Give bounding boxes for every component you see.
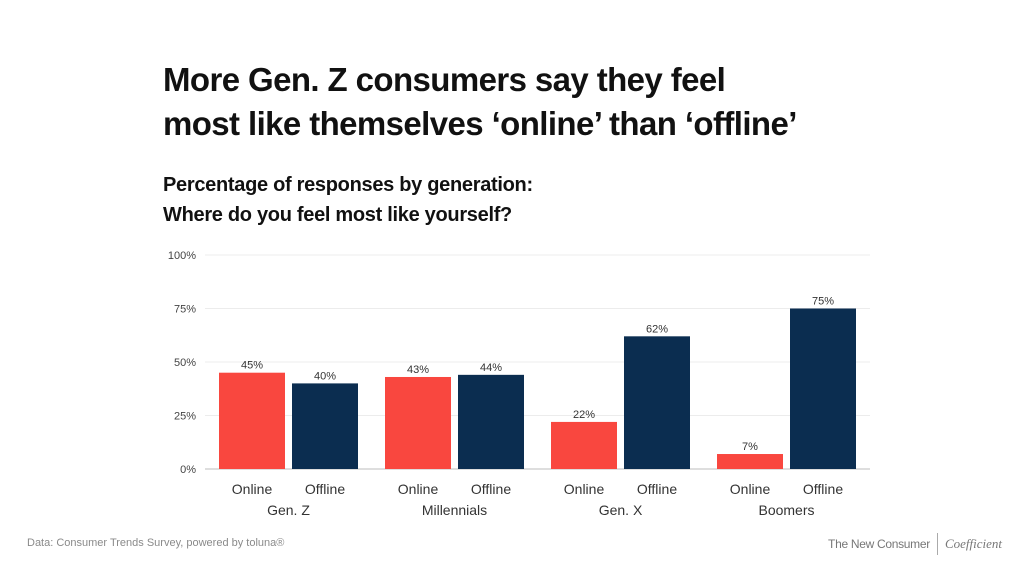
y-tick-label: 0% xyxy=(180,464,196,476)
data-label: 40% xyxy=(314,370,336,382)
x-category-label: Gen. X xyxy=(599,502,643,518)
bar-offline xyxy=(790,308,856,469)
data-label: 43% xyxy=(407,364,429,376)
bar-online xyxy=(717,454,783,469)
data-label: 75% xyxy=(812,296,834,308)
subtitle-line-2: Where do you feel most like yourself? xyxy=(163,204,512,226)
subtitle-line-1: Percentage of responses by generation: xyxy=(163,174,533,196)
x-category-label: Boomers xyxy=(758,502,814,518)
title-line-1: More Gen. Z consumers say they feel xyxy=(163,61,726,98)
bar-offline xyxy=(458,374,524,469)
data-label: 45% xyxy=(241,360,263,372)
bar-online xyxy=(385,376,451,469)
coefficient-logo: Coefficient xyxy=(944,536,1002,551)
chart-title: More Gen. Z consumers say they feel most… xyxy=(163,58,797,146)
y-tick-label: 25% xyxy=(174,411,196,423)
x-series-label: Offline xyxy=(637,481,677,497)
chart-subtitle: Percentage of responses by generation: W… xyxy=(163,170,533,230)
data-label: 7% xyxy=(742,441,758,453)
x-series-label: Online xyxy=(232,481,273,497)
y-tick-label: 75% xyxy=(174,304,196,316)
bar-online xyxy=(551,421,617,469)
x-series-label: Offline xyxy=(471,481,511,497)
brand-logos: The New Consumer Coefficient xyxy=(828,533,1002,555)
the-new-consumer-logo: The New Consumer xyxy=(828,537,930,551)
logo-divider xyxy=(936,533,938,555)
data-label: 62% xyxy=(646,323,668,335)
y-tick-label: 100% xyxy=(168,250,196,262)
x-series-label: Online xyxy=(730,481,771,497)
y-tick-label: 50% xyxy=(174,357,196,369)
data-source: Data: Consumer Trends Survey, powered by… xyxy=(27,537,285,549)
x-series-label: Online xyxy=(398,481,439,497)
x-series-label: Online xyxy=(564,481,605,497)
bar-offline xyxy=(624,336,690,469)
x-category-label: Gen. Z xyxy=(267,502,310,518)
data-label: 22% xyxy=(573,409,595,421)
x-series-label: Offline xyxy=(803,481,843,497)
x-category-label: Millennials xyxy=(422,502,487,518)
data-label: 44% xyxy=(480,362,502,374)
title-line-2: most like themselves ‘online’ than ‘offl… xyxy=(163,105,797,142)
bar-offline xyxy=(292,383,358,469)
x-series-label: Offline xyxy=(305,481,345,497)
bar-online xyxy=(219,372,285,469)
